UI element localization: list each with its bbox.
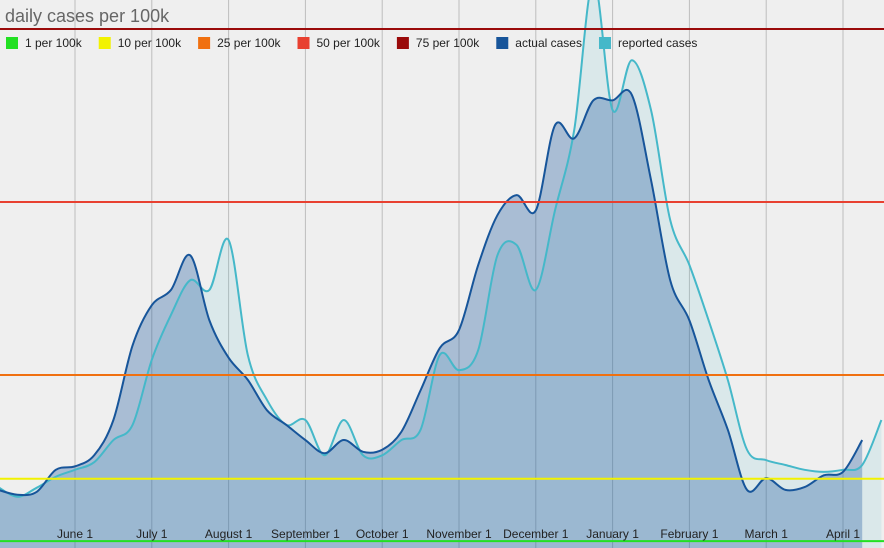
legend-swatch (98, 37, 111, 49)
legend-swatch (496, 37, 509, 49)
legend-label: 25 per 100k (217, 36, 281, 50)
legend-label: 50 per 100k (317, 36, 381, 50)
x-tick-label: January 1 (586, 527, 639, 541)
x-tick-label: April 1 (826, 527, 860, 541)
area (0, 89, 863, 548)
x-tick-label: June 1 (57, 527, 93, 541)
line (0, 88, 864, 497)
legend-swatch (6, 37, 18, 49)
legend-label: 75 per 100k (416, 36, 480, 50)
x-tick-label: September 1 (271, 527, 340, 541)
legend-label: 1 per 100k (25, 36, 83, 50)
legend-swatch (396, 37, 409, 49)
x-tick-label: August 1 (205, 527, 253, 541)
x-tick-label: December 1 (503, 527, 569, 541)
threshold-lines (0, 28, 884, 543)
legend-label: reported cases (618, 36, 697, 50)
chart-title: daily cases per 100k (5, 6, 170, 26)
x-tick-label: November 1 (426, 527, 492, 541)
x-axis: June 1 July 1 August 1 September 1 October 1… (57, 527, 860, 541)
legend: 1 per 100k 10 per 100k 25 per 100k 50 per 1… (6, 36, 697, 50)
x-tick-label: October 1 (356, 527, 409, 541)
legend-label: 10 per 100k (118, 36, 182, 50)
legend-label: actual cases (515, 36, 582, 50)
x-tick-label: February 1 (660, 527, 718, 541)
x-tick-label: March 1 (745, 527, 789, 541)
legend-swatch (297, 37, 310, 49)
grid (74, 0, 844, 548)
legend-swatch (198, 37, 211, 49)
line (0, 0, 883, 498)
x-tick-label: July 1 (136, 527, 168, 541)
legend-swatch (598, 37, 611, 49)
